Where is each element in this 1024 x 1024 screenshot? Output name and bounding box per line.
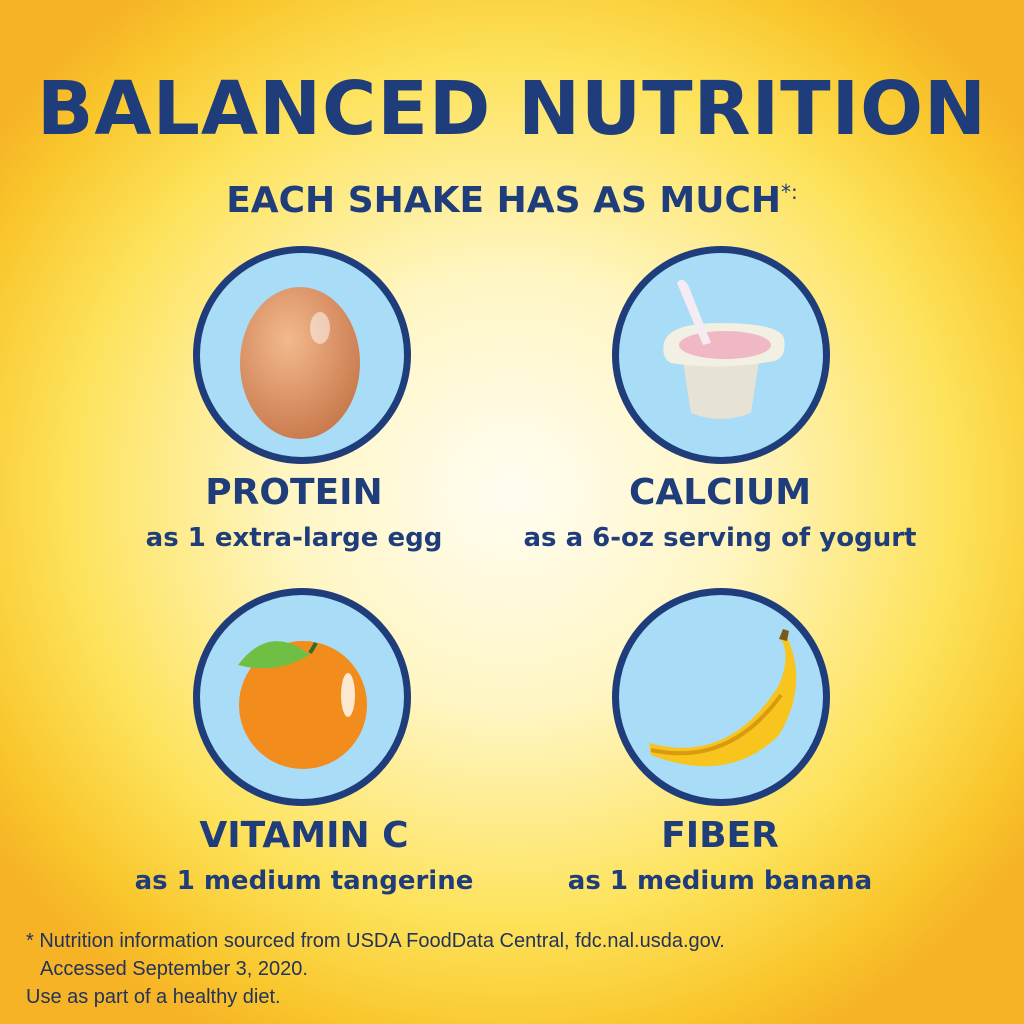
vitamin-c-label: VITAMIN C	[199, 815, 409, 856]
calcium-comparison: as a 6-oz serving of yogurt	[523, 523, 917, 553]
tangerine-icon	[238, 641, 367, 769]
calcium-label: CALCIUM	[628, 472, 812, 513]
protein-label: PROTEIN	[205, 472, 383, 513]
vitamin-c-circle	[193, 588, 411, 806]
footnote-line-3: Use as part of a healthy diet.	[26, 986, 281, 1008]
fiber-circle	[612, 588, 830, 806]
fiber-label: FIBER	[661, 815, 779, 856]
protein-circle	[193, 246, 411, 464]
vitamin-c-comparison: as 1 medium tangerine	[134, 866, 474, 896]
footnote-line-1: * Nutrition information sourced from USD…	[26, 930, 725, 952]
banana-icon	[649, 629, 797, 767]
yogurt-icon	[663, 279, 785, 419]
egg-icon	[240, 287, 360, 439]
calcium-circle	[612, 246, 830, 464]
page-title: BALANCED NUTRITION	[37, 66, 987, 152]
footnote-line-2: Accessed September 3, 2020.	[40, 958, 308, 980]
subtitle-asterisk: *:	[781, 180, 798, 204]
subtitle-text: EACH SHAKE HAS AS MUCH	[226, 180, 782, 221]
protein-comparison: as 1 extra-large egg	[145, 523, 443, 553]
fiber-comparison: as 1 medium banana	[567, 866, 873, 896]
subtitle: EACH SHAKE HAS AS MUCH*:	[0, 180, 1024, 221]
